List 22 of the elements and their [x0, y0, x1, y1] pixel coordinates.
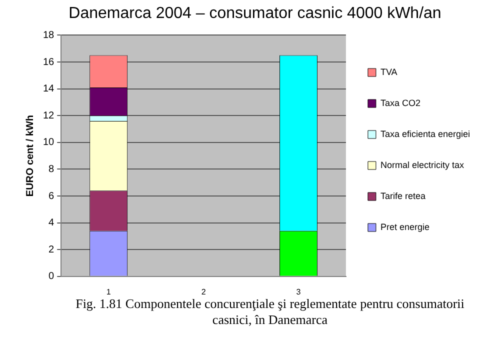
x-tick-label: 3 — [296, 287, 302, 296]
x-tick-label: 2 — [201, 287, 206, 296]
legend-label: Tarife retea — [380, 190, 436, 201]
legend-label: TVA — [380, 66, 407, 77]
y-tick-label: 10 — [43, 137, 55, 148]
x-tick-label: 1 — [106, 287, 112, 296]
y-tick-label: 0 — [48, 271, 55, 282]
y-tick-label: 16 — [43, 56, 55, 68]
caption: Fig. 1.81 Componentele concurenţiale şi reglementate pentru consumatorii casnici, în Danemarca — [74, 296, 466, 328]
legend-label: Taxa CO2 — [380, 98, 430, 108]
legend-label: Normal electricity tax — [380, 160, 474, 170]
y-tick-label: 2 — [48, 244, 55, 256]
y-tick-label: 4 — [48, 218, 55, 229]
y-axis-title: EURO cent / kWh — [24, 114, 36, 197]
y-tick-label: 12 — [43, 110, 55, 122]
legend-label: Pret energie — [380, 222, 440, 232]
y-tick-label: 14 — [43, 84, 55, 95]
y-tick-label: 8 — [48, 164, 55, 175]
y-tick-label: 18 — [43, 30, 55, 41]
y-tick-label: 6 — [48, 190, 55, 202]
legend-label: Taxa eficienta energiei — [380, 128, 480, 139]
chart-title: Danemarca 2004 – consumator casnic 4000 kWh/an — [68, 5, 442, 22]
